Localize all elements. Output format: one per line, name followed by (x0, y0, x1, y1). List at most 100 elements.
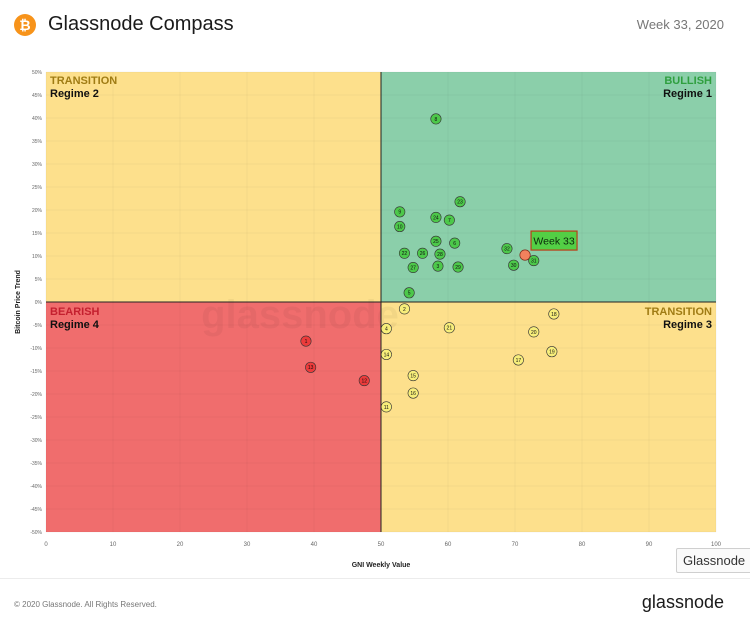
data-point-label: 28 (437, 252, 443, 258)
y-axis-title: Bitcoin Price Trend (15, 270, 22, 334)
y-tick-label: -35% (30, 461, 42, 467)
data-point-label: 27 (410, 265, 416, 271)
data-point-label: 31 (531, 259, 537, 265)
data-point-label: 16 (410, 391, 416, 397)
glassnode-watermark: glassnode (201, 293, 399, 337)
x-tick-label: 30 (244, 542, 251, 548)
y-tick-label: -25% (30, 415, 42, 421)
y-tick-label: 5% (35, 277, 43, 283)
quadrant-label-transition-bottom-right: TRANSITION (645, 306, 712, 318)
data-point (443, 322, 455, 334)
x-tick-label: 80 (579, 542, 586, 548)
data-point (443, 214, 455, 226)
data-point-label: 17 (516, 358, 522, 364)
data-point (452, 261, 464, 273)
data-point-label: 10 (397, 224, 403, 230)
regime-label-bearish: Regime 4 (50, 319, 100, 331)
y-tick-label: 20% (32, 208, 43, 214)
data-point-label: 4 (385, 327, 388, 333)
current-week-point (519, 249, 531, 261)
data-point (380, 348, 392, 360)
data-point-label: 29 (455, 265, 461, 271)
x-axis-title: GNI Weekly Value (352, 562, 411, 569)
y-tick-label: 40% (32, 116, 43, 122)
y-tick-label: 25% (32, 185, 43, 191)
data-point-label: 25 (433, 239, 439, 245)
copyright-text: © 2020 Glassnode. All Rights Reserved. (14, 600, 157, 609)
data-point (394, 206, 406, 218)
data-point (430, 113, 442, 125)
points-layer: 1234567891011121314151617181920212223242… (300, 113, 560, 413)
week-label: Week 33, 2020 (636, 17, 724, 32)
data-point-label: 2 (403, 307, 406, 313)
data-point-label: 23 (457, 200, 463, 206)
data-point-label: 12 (361, 379, 367, 385)
glassnode-brand-logo: glassnode (641, 592, 724, 612)
data-point (305, 361, 317, 373)
quadrant-bearish (46, 302, 381, 532)
data-point-label: 14 (384, 352, 390, 358)
data-point-label: 1 (305, 339, 308, 345)
data-point-label: 9 (398, 210, 401, 216)
glassnode-tooltip[interactable]: Glassnode (676, 548, 750, 573)
highlight-layer: Week 33 (519, 230, 578, 261)
data-point (454, 196, 466, 208)
data-point (548, 308, 560, 320)
x-tick-label: 70 (512, 542, 519, 548)
data-point-label: 24 (433, 215, 439, 221)
data-point-label: 26 (420, 251, 426, 257)
y-tick-label: 15% (32, 231, 43, 237)
y-tick-label: -45% (30, 507, 42, 513)
quadrant-label-bullish: BULLISH (664, 75, 712, 87)
data-point-label: 30 (511, 263, 517, 269)
data-point (407, 387, 419, 399)
data-point (434, 248, 446, 260)
y-tick-label: -15% (30, 369, 42, 375)
x-tick-label: 90 (646, 542, 653, 548)
data-point (300, 335, 312, 347)
data-point (380, 401, 392, 413)
y-tick-label: -10% (30, 346, 42, 352)
data-point (380, 323, 392, 335)
data-point (398, 303, 410, 315)
y-tick-label: 45% (32, 93, 43, 99)
data-point-label: 15 (410, 374, 416, 380)
bitcoin-logo-icon: ₿ (14, 14, 36, 36)
regime-label-bullish: Regime 1 (663, 88, 712, 100)
data-point-label: 22 (402, 251, 408, 257)
regime-label-transition-top-left: Regime 2 (50, 88, 99, 100)
data-point (508, 259, 520, 271)
data-point (512, 354, 524, 366)
data-point-label: 8 (435, 117, 438, 123)
x-tick-label: 10 (110, 542, 117, 548)
x-tick-label: 50 (378, 542, 385, 548)
y-tick-label: -50% (30, 530, 42, 536)
data-point-label: 11 (384, 405, 389, 411)
data-point (398, 247, 410, 259)
x-tick-label: 40 (311, 542, 318, 548)
x-tick-label: 60 (445, 542, 452, 548)
data-point (417, 247, 429, 259)
y-tick-label: -20% (30, 392, 42, 398)
data-point (501, 243, 513, 255)
regime-label-transition-bottom-right: Regime 3 (663, 319, 712, 331)
footer-divider (0, 578, 750, 579)
data-point-label: 20 (531, 330, 537, 336)
y-tick-label: 10% (32, 254, 43, 260)
quadrant-transition-bottom-right (381, 302, 716, 532)
x-tick-label: 0 (44, 542, 48, 548)
data-point (430, 235, 442, 247)
x-tick-label: 20 (177, 542, 184, 548)
y-tick-label: -40% (30, 484, 42, 490)
compass-chart: glassnode 0 10 20 30 40 50 60 70 80 90 10050%45%40… (15, 70, 722, 569)
data-point (528, 326, 540, 338)
data-point-label: 21 (447, 326, 453, 332)
data-point-label: 32 (504, 247, 510, 253)
current-week-box (530, 230, 578, 251)
page-title: Glassnode Compass (48, 13, 234, 35)
axis-layer: 0 10 20 30 40 50 60 70 80 90 10050%45%40%35%30%25%… (15, 70, 722, 569)
data-point-label: 13 (308, 365, 314, 371)
quadrant-label-bearish: BEARISH (50, 306, 100, 318)
y-tick-label: 35% (32, 139, 43, 145)
